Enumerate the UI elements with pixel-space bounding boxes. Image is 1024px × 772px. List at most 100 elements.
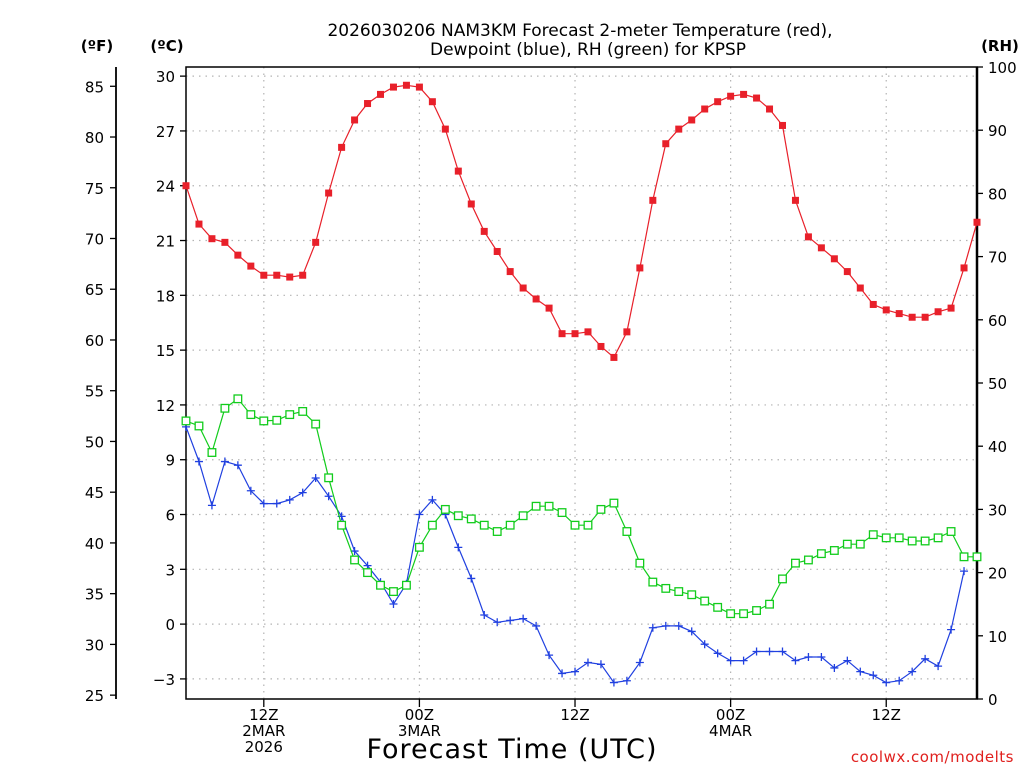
rh-point [791,558,800,568]
plot-frame [185,66,978,700]
temperature-point [623,328,631,336]
temperature-point [649,196,657,204]
rh-point [907,536,917,546]
fahrenheit-tick-label: 65 [85,281,104,299]
temperature-point [973,218,981,226]
dewpoint-point [415,510,424,519]
fahrenheit-tick-label: 45 [85,484,104,502]
rh-point [376,580,385,590]
temperature-point [389,83,397,91]
temperature-point [480,227,488,235]
rh-point [752,606,762,615]
rh-point [713,602,723,612]
x-tick-label: 4MAR [709,722,752,740]
celsius-tick-label: 3 [165,561,175,579]
dewpoint-point [791,656,800,665]
dewpoint-point [428,495,437,504]
rh-point [933,533,943,543]
rh-point [492,527,502,536]
dewpoint-point [493,618,502,627]
dewpoint-point [739,656,748,665]
temperature-point [325,189,333,197]
temperature-point [467,200,475,208]
celsius-tick-label: 30 [156,68,175,86]
dewpoint-point [856,667,865,676]
temperature-point [908,313,916,321]
x-axis-title: Forecast Time (UTC) [366,734,657,765]
temperature-point [454,167,462,175]
temperature-point [351,116,359,124]
fahrenheit-tick-label: 40 [85,535,104,553]
x-tick-label: 00Z [716,706,745,724]
rh-tick-label: 70 [988,249,1007,267]
temperature-line [185,84,978,359]
rh-point [816,549,826,559]
dewpoint-point [843,656,852,665]
temperature-point [377,90,385,98]
dewpoint-point [882,678,891,687]
temperature-point [571,330,579,338]
dewpoint-point [558,669,567,678]
fahrenheit-tick-label: 30 [85,636,104,654]
temperature-point [532,295,540,303]
temperature-point [597,342,605,350]
dewpoint-point [635,658,644,667]
dewpoint-point [674,621,683,630]
rh-point [285,410,295,420]
celsius-tick-label: 0 [165,616,175,634]
rh-point [557,508,567,518]
rh-point [803,555,813,565]
rh-tick-label: 40 [988,438,1007,456]
x-tick-label: 12Z [872,706,901,724]
fahrenheit-tick-label: 55 [85,383,104,401]
temperature-point [921,313,929,321]
temperature-point [273,271,281,279]
dewpoint-point [947,625,956,634]
rh-point [311,419,321,429]
rh-tick-label: 100 [988,59,1017,77]
rh-point [233,394,243,404]
celsius-tick-label: 12 [156,397,175,415]
dewpoint-point [298,488,307,497]
rh-point [661,583,671,593]
temperature-point [947,304,955,312]
temperature-point [441,125,449,133]
rh-point [337,520,347,530]
rh-tick-label: 90 [988,122,1007,140]
rh-point [531,501,541,511]
rh-point [401,580,411,590]
dewpoint-point [467,574,476,583]
fahrenheit-tick-label: 70 [85,230,104,248]
rh-point [453,511,463,521]
temperature-point [804,233,812,241]
rh-point [842,539,852,549]
temperature-point [493,247,501,255]
rh-point [207,448,217,457]
temperature-point [415,83,423,91]
rh-point [959,552,969,562]
celsius-tick-label: 9 [165,452,175,470]
rh-point [946,527,956,536]
rh-point [324,473,334,483]
rh-point [726,609,736,619]
fahrenheit-tick-label: 35 [85,586,104,604]
temperature-point [428,98,436,106]
rh-point [674,587,684,597]
temperature-point [701,105,709,113]
temperature-point [402,81,410,89]
dewpoint-point [350,547,359,556]
temperature-point [675,125,683,133]
dewpoint-point [571,667,580,676]
rh-point [298,406,308,416]
temperature-point [545,304,553,312]
rh-point [855,539,865,549]
rh-point [181,416,191,426]
x-tick-label: 00Z [405,706,434,724]
dewpoint-point [700,640,709,649]
dewpoint-point [817,652,826,661]
rh-point [622,527,632,536]
temperature-point [636,264,644,272]
rh-point [272,415,282,425]
dewpoint-point [713,649,722,658]
